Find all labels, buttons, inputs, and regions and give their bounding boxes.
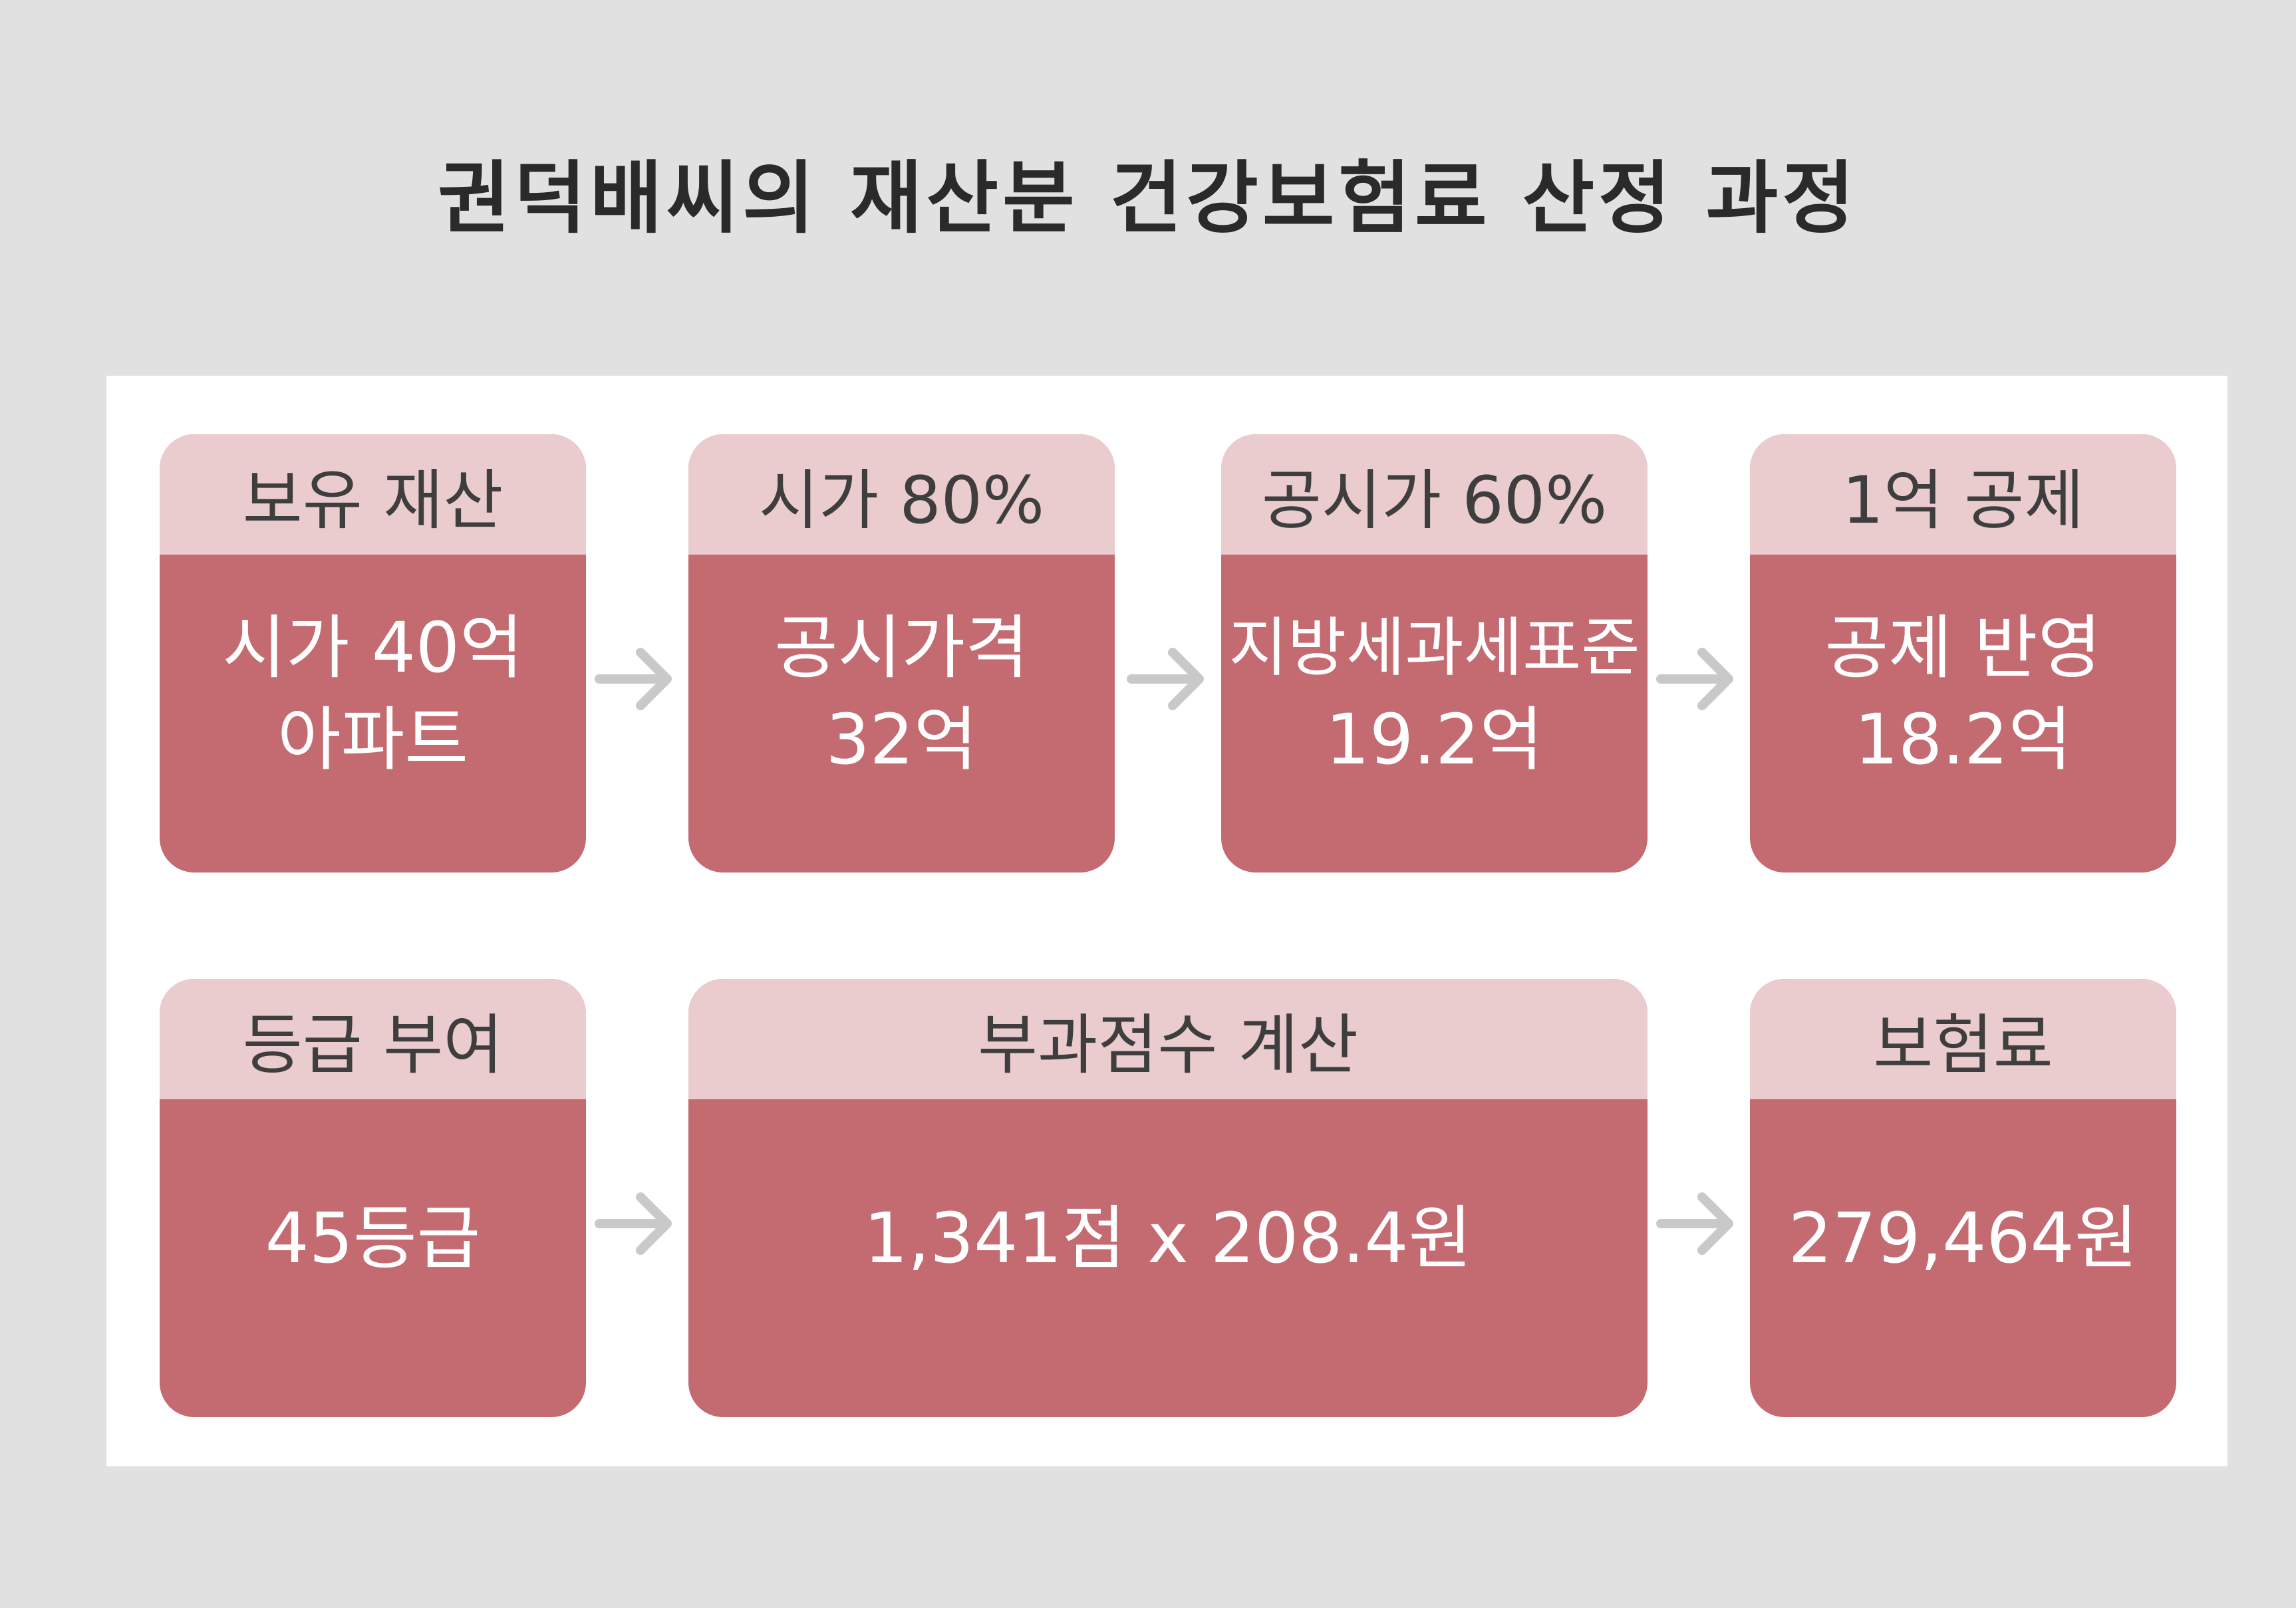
step-body: 1,341점 x 208.4원 [688, 1099, 1648, 1417]
step-header: 보유 재산 [160, 434, 586, 555]
step-card-grade: 등급 부여 45등급 [160, 979, 586, 1417]
step-line: 아파트 [277, 699, 469, 780]
step-body: 45등급 [160, 1099, 586, 1417]
step-header: 시가 80% [688, 434, 1115, 555]
step-line: 지방세과세표준 [1228, 610, 1640, 685]
step-line: 공제 반영 [1824, 607, 2102, 688]
arrow-right-icon [595, 648, 672, 710]
step-line: 18.2억 [1854, 699, 2073, 780]
step-body: 279,464원 [1750, 1099, 2176, 1417]
step-card-premium: 보험료 279,464원 [1750, 979, 2176, 1417]
step-line: 45등급 [265, 1198, 481, 1279]
step-body: 공시가격 32억 [688, 555, 1115, 872]
step-line: 시가 40억 [222, 607, 523, 688]
step-card-holding-assets: 보유 재산 시가 40억 아파트 [160, 434, 586, 872]
step-body: 시가 40억 아파트 [160, 555, 586, 872]
step-header: 보험료 [1750, 979, 2176, 1099]
step-card-points: 부과점수 계산 1,341점 x 208.4원 [688, 979, 1648, 1417]
step-header: 공시가 60% [1221, 434, 1648, 555]
step-card-deduction: 1억 공제 공제 반영 18.2억 [1750, 434, 2176, 872]
step-card-market-80: 시가 80% 공시가격 32억 [688, 434, 1115, 872]
arrow-right-icon [1127, 648, 1204, 710]
step-header: 1억 공제 [1750, 434, 2176, 555]
step-body: 공제 반영 18.2억 [1750, 555, 2176, 872]
step-header: 등급 부여 [160, 979, 586, 1099]
arrow-right-icon [595, 1192, 672, 1255]
arrow-right-icon [1656, 648, 1733, 710]
step-card-official-60: 공시가 60% 지방세과세표준 19.2억 [1221, 434, 1648, 872]
step-line: 1,341점 x 208.4원 [863, 1198, 1473, 1279]
step-line: 공시가격 [774, 607, 1029, 688]
step-header: 부과점수 계산 [688, 979, 1648, 1099]
step-line: 19.2억 [1325, 699, 1544, 780]
step-body: 지방세과세표준 19.2억 [1221, 555, 1648, 872]
page-title: 권덕배씨의 재산분 건강보험료 산정 과정 [438, 152, 1858, 244]
step-line: 32억 [825, 699, 978, 780]
arrow-right-icon [1656, 1192, 1733, 1255]
step-line: 279,464원 [1788, 1198, 2138, 1279]
